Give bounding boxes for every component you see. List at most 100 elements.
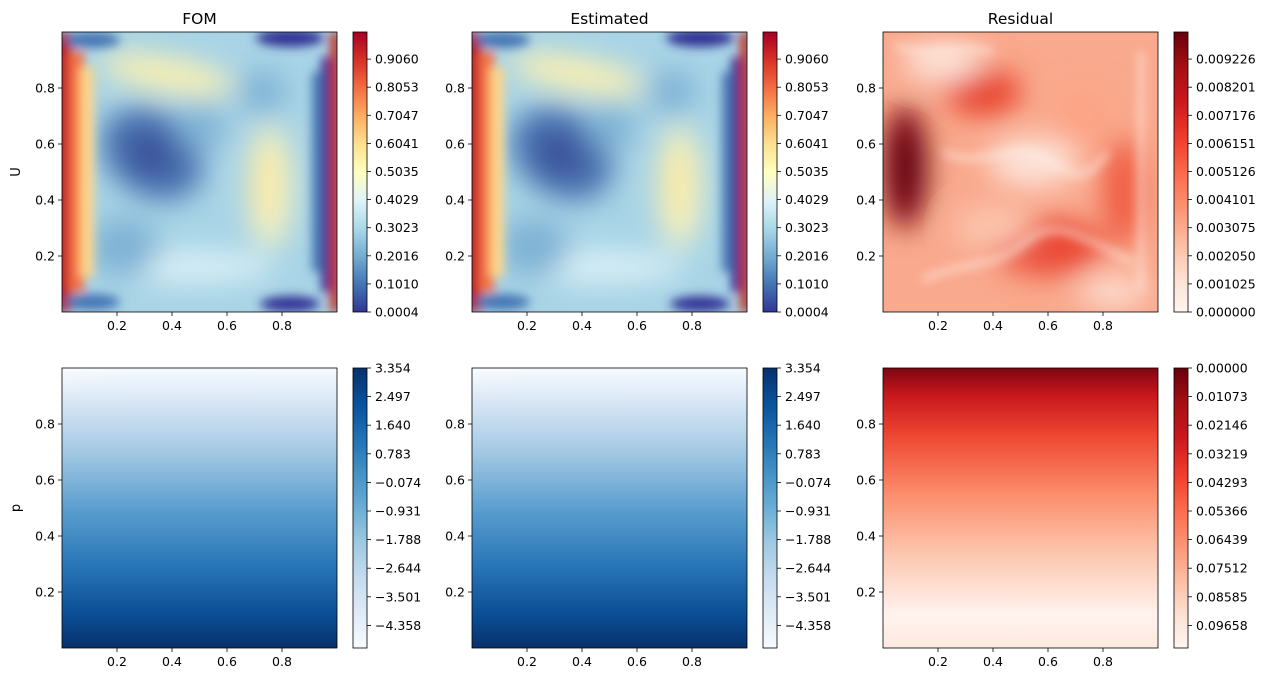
colorbar-tick-label: 0.002050 bbox=[1196, 248, 1256, 263]
colorbar-tick-label: 0.06439 bbox=[1196, 532, 1248, 547]
colorbar-tick-label: 0.783 bbox=[785, 446, 821, 461]
colorbar-tick-label: 0.04293 bbox=[1196, 475, 1248, 490]
colorbar-tick-label: 0.006151 bbox=[1196, 136, 1256, 151]
y-tick-label: 0.8 bbox=[35, 417, 55, 432]
x-tick-label: 0.8 bbox=[272, 318, 292, 333]
colorbar: 0.000000 0.001025 0.002050 0.003075 0.004101… bbox=[1173, 31, 1256, 320]
colorbar-tick-label: 2.497 bbox=[785, 389, 821, 404]
colorbar-tick-label: 0.009226 bbox=[1196, 52, 1256, 67]
y-tick-label: 0.2 bbox=[856, 249, 876, 264]
axes-frame bbox=[61, 31, 338, 313]
x-tick-label: 0.4 bbox=[162, 654, 182, 669]
colorbar-gradient bbox=[1173, 31, 1189, 313]
colorbar-tick-label: 0.2016 bbox=[785, 248, 829, 263]
axes-frame bbox=[471, 31, 748, 313]
colorbar-gradient bbox=[352, 31, 368, 313]
colorbar-tick-label: −1.788 bbox=[785, 532, 831, 547]
colorbar-tick-label: 0.00000 bbox=[1196, 361, 1248, 376]
subplot-velocity-est: 0.2 0.4 0.6 0.80.20.40.60.8Estimated0.00040… bbox=[445, 10, 829, 333]
colorbar-tick-label: −2.644 bbox=[375, 561, 421, 576]
colorbar-tick-label: 0.1010 bbox=[785, 276, 829, 291]
x-tick-label: 0.8 bbox=[682, 654, 702, 669]
colorbar-tick-label: 0.007176 bbox=[1196, 108, 1256, 123]
colorbar-tick-label: 0.4029 bbox=[785, 192, 829, 207]
axes-frame bbox=[882, 367, 1159, 649]
y-tick-label: 0.6 bbox=[35, 137, 55, 152]
colorbar-tick-label: 0.3023 bbox=[375, 220, 419, 235]
colorbar-tick-label: 0.7047 bbox=[375, 108, 419, 123]
axes-frame bbox=[61, 367, 338, 649]
y-tick-label: 0.2 bbox=[445, 585, 465, 600]
colorbar: 0.0004 0.1010 0.2016 0.3023 0.4029 0.5035 0.60… bbox=[352, 31, 419, 320]
x-tick-label: 0.6 bbox=[1038, 654, 1058, 669]
colorbar-tick-label: 0.9060 bbox=[375, 52, 419, 67]
heatmap-field bbox=[62, 368, 337, 648]
heatmap-field bbox=[54, 29, 342, 312]
colorbar-gradient bbox=[762, 31, 778, 313]
axes-frame bbox=[882, 31, 1159, 313]
colorbar-tick-label: 0.0004 bbox=[785, 305, 829, 320]
x-tick-label: 0.6 bbox=[627, 318, 647, 333]
colorbar-tick-label: 0.001025 bbox=[1196, 276, 1256, 291]
y-tick-label: 0.4 bbox=[445, 193, 465, 208]
x-tick-label: 0.6 bbox=[217, 654, 237, 669]
colorbar-tick-label: 2.497 bbox=[375, 389, 411, 404]
y-tick-label: 0.6 bbox=[35, 473, 55, 488]
x-tick-label: 0.2 bbox=[928, 318, 948, 333]
y-tick-label: 0.4 bbox=[35, 193, 55, 208]
y-tick-label: 0.2 bbox=[35, 585, 55, 600]
heatmap-field bbox=[472, 368, 747, 648]
colorbar-tick-label: −2.644 bbox=[785, 561, 831, 576]
colorbar-tick-label: 0.004101 bbox=[1196, 192, 1256, 207]
colorbar-gradient bbox=[352, 367, 368, 649]
colorbar-tick-label: 0.07512 bbox=[1196, 561, 1248, 576]
colorbar-tick-label: 0.008201 bbox=[1196, 80, 1256, 95]
y-tick-label: 0.6 bbox=[856, 473, 876, 488]
y-tick-label: 0.8 bbox=[35, 81, 55, 96]
colorbar-tick-label: 0.003075 bbox=[1196, 220, 1256, 235]
colorbar-tick-label: 0.6041 bbox=[785, 136, 829, 151]
heatmap-field bbox=[883, 368, 1158, 648]
colorbar-tick-label: 0.4029 bbox=[375, 192, 419, 207]
colorbar-tick-label: 0.05366 bbox=[1196, 504, 1248, 519]
x-tick-label: 0.2 bbox=[517, 318, 537, 333]
subplot-pressure-est: 0.2 0.4 0.6 0.8 0.2 0.4 0.6 0.8 3.354 2.497 1.640 0… bbox=[445, 361, 831, 670]
colorbar-tick-label: 0.9060 bbox=[785, 52, 829, 67]
colorbar-tick-label: −0.931 bbox=[785, 504, 831, 519]
colorbar-tick-label: 0.005126 bbox=[1196, 164, 1256, 179]
x-tick-label: 0.4 bbox=[572, 318, 592, 333]
colorbar-tick-label: 0.7047 bbox=[785, 108, 829, 123]
colorbar-tick-label: −1.788 bbox=[375, 532, 421, 547]
x-tick-label: 0.8 bbox=[1093, 654, 1113, 669]
y-tick-label: 0.8 bbox=[445, 417, 465, 432]
colorbar-tick-label: 0.03219 bbox=[1196, 446, 1248, 461]
colorbar-tick-label: 0.8053 bbox=[785, 80, 829, 95]
colorbar-tick-label: 0.01073 bbox=[1196, 389, 1248, 404]
colorbar-tick-label: −3.501 bbox=[375, 589, 421, 604]
y-tick-label: 0.4 bbox=[445, 529, 465, 544]
colorbar-tick-label: 0.000000 bbox=[1196, 305, 1256, 320]
colorbar-tick-label: 0.0004 bbox=[375, 305, 419, 320]
colorbar-tick-label: −3.501 bbox=[785, 589, 831, 604]
y-tick-label: 0.2 bbox=[35, 249, 55, 264]
colorbar: 3.354 2.497 1.640 0.783 −0.074 −0.931 −1.788 −2… bbox=[352, 361, 421, 649]
y-tick-label: 0.2 bbox=[445, 249, 465, 264]
x-tick-label: 0.4 bbox=[983, 318, 1003, 333]
subplot-title: Residual bbox=[988, 10, 1053, 28]
x-tick-label: 0.8 bbox=[682, 318, 702, 333]
heatmap-field bbox=[464, 29, 752, 312]
x-tick-label: 0.4 bbox=[983, 654, 1003, 669]
colorbar-tick-label: −0.074 bbox=[375, 475, 421, 490]
y-axis-label: p bbox=[9, 504, 24, 512]
x-tick-label: 0.4 bbox=[162, 318, 182, 333]
x-tick-label: 0.8 bbox=[272, 654, 292, 669]
x-tick-label: 0.2 bbox=[107, 318, 127, 333]
colorbar: 0.00000 0.01073 0.02146 0.03219 0.04293 0.053… bbox=[1173, 361, 1248, 649]
colorbar-tick-label: 0.02146 bbox=[1196, 418, 1248, 433]
subplot-pressure-residual: 0.2 0.4 0.6 0.80.20.40.60.80.000000.010730.… bbox=[856, 361, 1248, 670]
y-tick-label: 0.8 bbox=[445, 81, 465, 96]
subplot-title: Estimated bbox=[570, 10, 648, 28]
y-tick-label: 0.8 bbox=[856, 81, 876, 96]
subplot-velocity-fom: 0.2 0.4 0.6 0.8 0.2 0.4 0.6 0.8 FOM U 0.0004 0.1010… bbox=[9, 10, 419, 333]
